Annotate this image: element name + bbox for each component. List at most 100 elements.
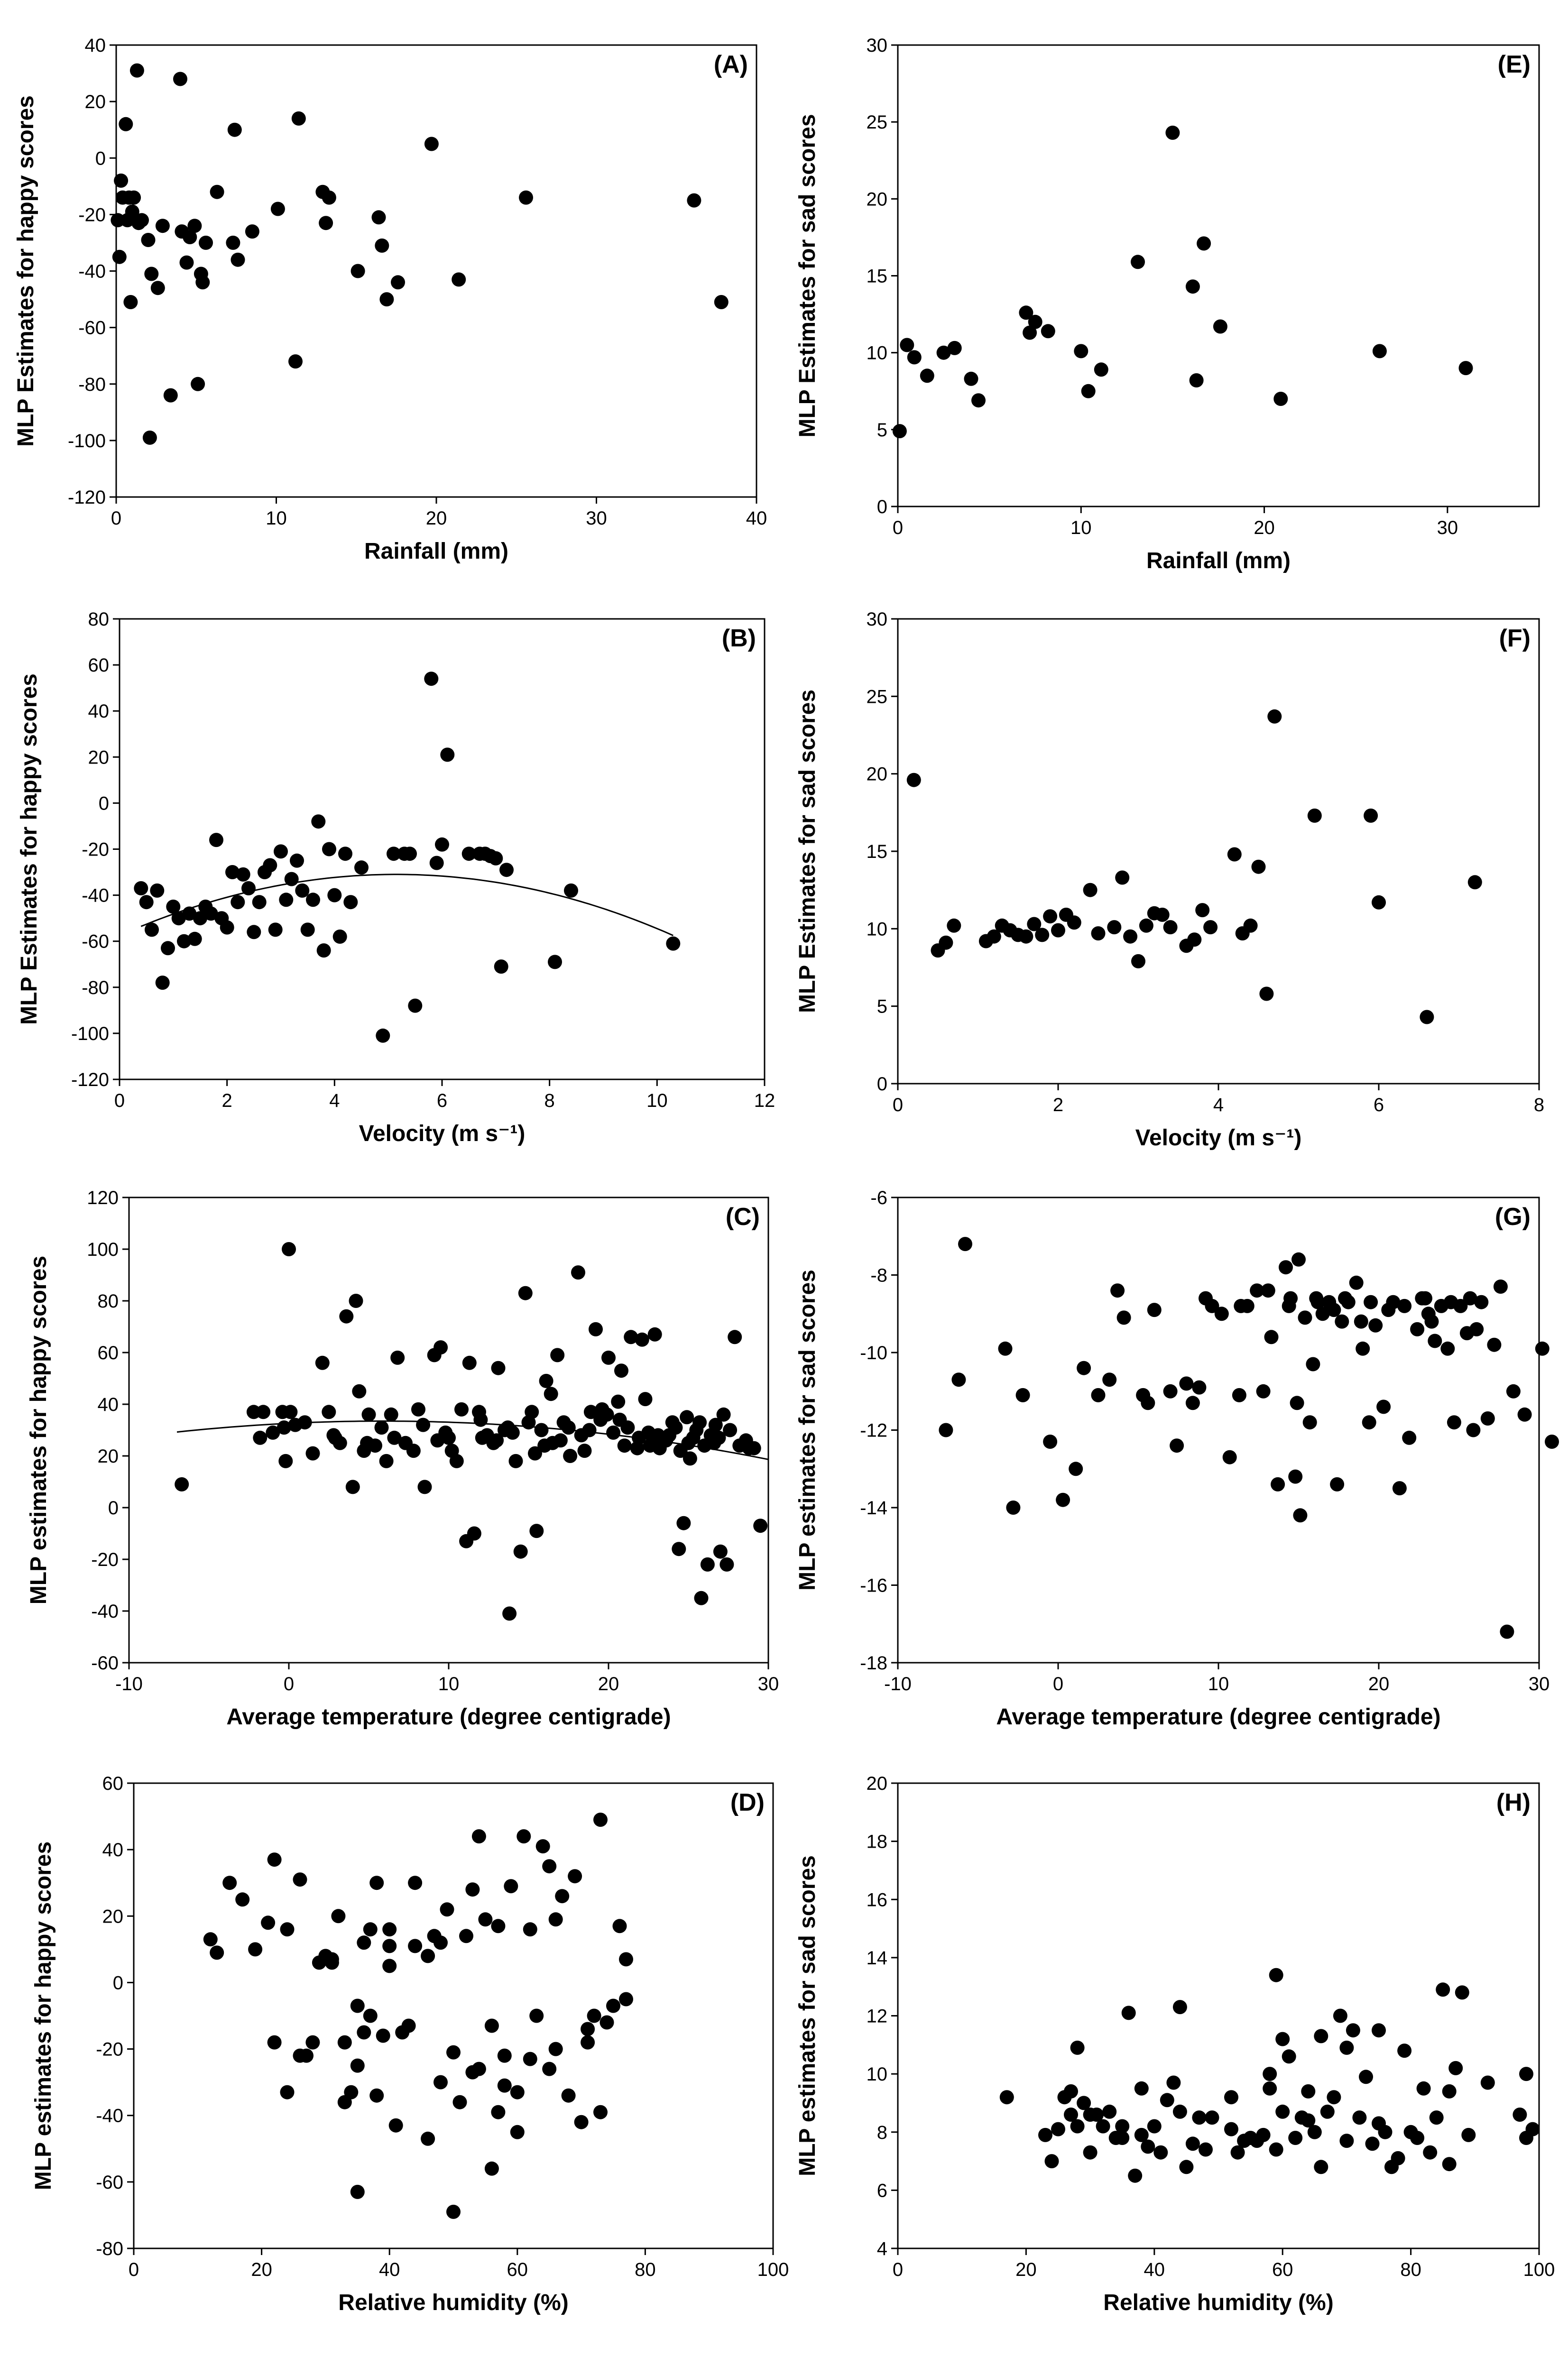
data-point: [1513, 2108, 1527, 2122]
y-tick-label: -80: [96, 2238, 123, 2259]
y-tick-label: -10: [860, 1343, 887, 1363]
data-point: [155, 219, 170, 233]
y-tick-label: 12: [867, 2006, 888, 2027]
data-point: [529, 1524, 544, 1538]
data-point: [283, 1405, 298, 1419]
data-point: [1185, 2136, 1200, 2151]
x-tick-label: 100: [1523, 2259, 1555, 2280]
data-point: [713, 1544, 728, 1559]
data-point: [142, 430, 157, 445]
data-point: [1134, 2127, 1149, 2142]
data-point: [1288, 1469, 1303, 1484]
y-tick-label: -20: [78, 204, 106, 225]
data-point: [523, 1922, 537, 1937]
data-point: [680, 1410, 694, 1425]
data-point: [376, 1028, 390, 1043]
data-point: [220, 920, 234, 935]
data-point: [465, 1882, 480, 1897]
panel-g: -10 0 10 20 30 -18 -16 -14 -12 -10 -8 -6 Average tem…: [795, 1188, 1559, 1730]
data-point: [277, 1420, 291, 1435]
data-point: [1349, 1275, 1364, 1290]
data-point: [1166, 2075, 1181, 2090]
data-point: [647, 1327, 662, 1342]
data-point: [349, 1294, 363, 1308]
data-point: [446, 2045, 461, 2060]
plot-frame: [897, 44, 1540, 507]
y-tick-label: 10: [867, 919, 888, 939]
data-point: [1330, 1477, 1345, 1492]
y-axis-title: MLP Estimates for sad scores: [795, 114, 820, 437]
data-point: [161, 941, 175, 956]
data-point: [643, 1438, 657, 1453]
data-point: [187, 219, 202, 233]
y-tick-label: 6: [877, 2180, 887, 2201]
data-point: [225, 865, 240, 879]
data-point: [1110, 1283, 1125, 1298]
data-point: [210, 184, 224, 199]
y-tick-label: 40: [88, 701, 110, 722]
data-point: [182, 906, 197, 921]
data-point: [1192, 2110, 1207, 2125]
data-point: [263, 858, 277, 873]
data-point: [1368, 1318, 1383, 1333]
data-point: [408, 998, 423, 1013]
data-point: [369, 1876, 384, 1890]
y-tick-label: 16: [867, 1889, 888, 1910]
x-tick-label: 6: [1374, 1095, 1384, 1115]
panel-label: (G): [1495, 1203, 1531, 1231]
x-tick-label: 4: [1213, 1095, 1224, 1115]
data-point: [1275, 2032, 1290, 2046]
data-point: [529, 2008, 544, 2023]
data-point: [1187, 932, 1202, 947]
data-point: [892, 424, 907, 439]
x-tick-label: 80: [635, 2259, 656, 2280]
y-tick-label: -40: [91, 1601, 119, 1622]
data-point: [683, 1451, 697, 1466]
data-point: [1131, 954, 1145, 968]
data-point: [491, 2105, 506, 2119]
data-point: [1467, 875, 1482, 890]
data-point: [1293, 1508, 1308, 1523]
x-tick-label: 20: [1368, 1674, 1390, 1694]
data-point: [1315, 1307, 1330, 1321]
x-tick-label: 2: [222, 1090, 232, 1111]
data-point: [620, 1420, 635, 1435]
x-tick-label: 100: [757, 2259, 789, 2280]
y-tick-label: 25: [867, 686, 888, 707]
x-tick-label: 2: [1053, 1095, 1063, 1115]
y-tick-label: 10: [867, 2064, 888, 2085]
data-point: [1327, 2090, 1341, 2105]
y-axis-title: MLP estimates for happy scores: [26, 1256, 51, 1604]
data-point: [1416, 2081, 1431, 2096]
data-point: [1327, 1303, 1341, 1317]
y-tick-label: 8: [877, 2122, 887, 2143]
y-tick-label: -12: [860, 1420, 887, 1441]
data-point: [600, 2015, 614, 2030]
data-point: [1195, 903, 1210, 918]
data-point: [1083, 883, 1098, 897]
data-point: [1525, 2122, 1540, 2136]
data-point: [1185, 279, 1200, 294]
data-point: [550, 1348, 565, 1363]
y-tick-label: 80: [88, 609, 110, 630]
data-point: [193, 911, 207, 926]
x-tick-label: 10: [1070, 517, 1092, 538]
data-point: [1480, 2075, 1495, 2090]
data-point: [537, 1438, 552, 1453]
data-point: [1339, 2134, 1354, 2148]
y-tick-label: -60: [96, 2172, 123, 2193]
data-point: [1291, 1252, 1306, 1267]
data-point: [1402, 1430, 1417, 1445]
x-tick-label: 8: [544, 1090, 555, 1111]
data-point: [454, 1402, 469, 1417]
data-point: [548, 1912, 563, 1927]
data-point: [462, 1355, 477, 1370]
data-point: [1480, 1411, 1495, 1426]
data-point: [350, 2058, 365, 2073]
data-point: [1275, 2104, 1290, 2119]
data-point: [376, 2028, 390, 2043]
y-tick-label: 20: [867, 189, 888, 210]
data-point: [295, 883, 310, 898]
plot-frame: [897, 618, 1540, 1085]
data-point: [421, 2131, 435, 2146]
